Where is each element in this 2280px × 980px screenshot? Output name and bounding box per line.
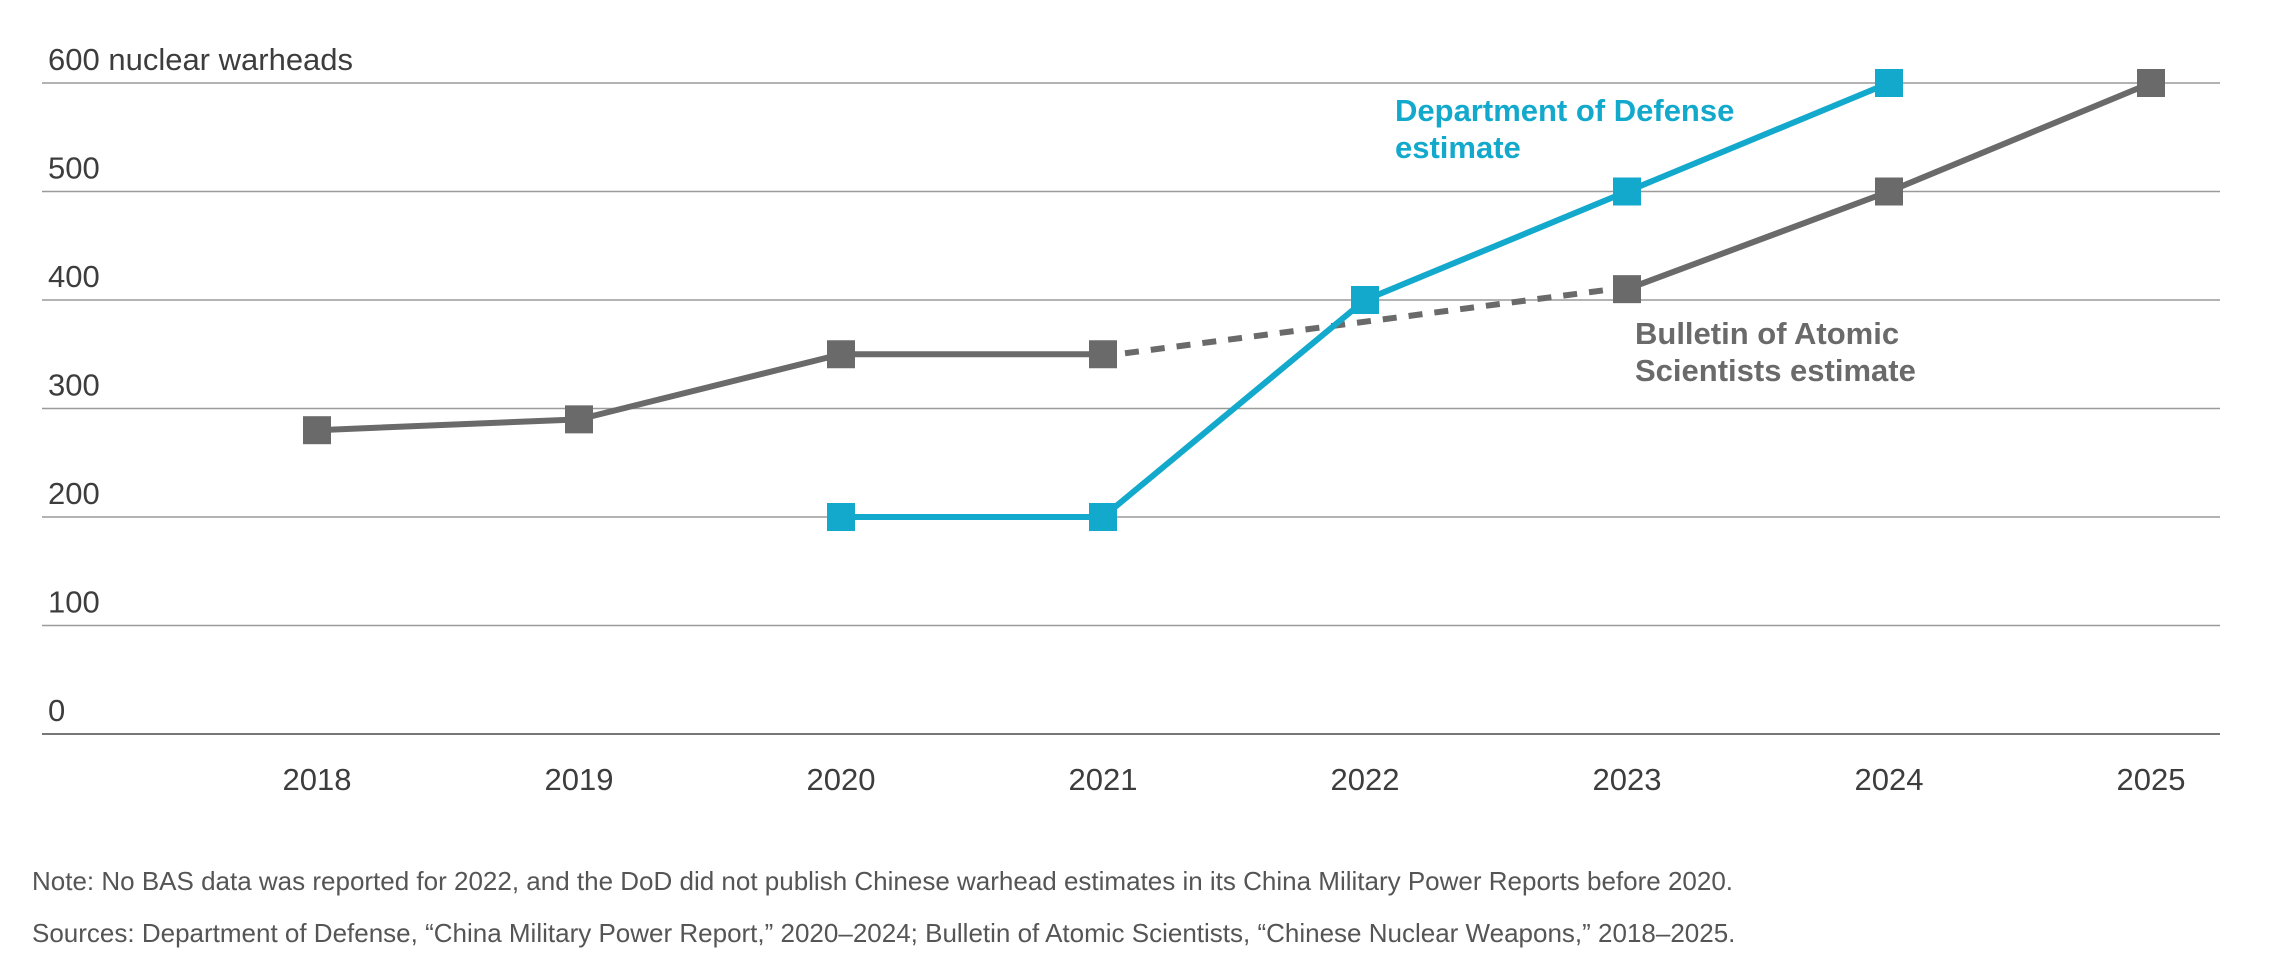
bas-point-2018 — [303, 416, 331, 445]
bas-point-2023 — [1613, 275, 1641, 304]
y-tick-label: 300 — [48, 368, 100, 403]
x-tick-label: 2019 — [545, 762, 614, 797]
series-label-dod: estimate — [1395, 130, 1521, 165]
x-tick-label: 2024 — [1855, 762, 1924, 797]
series-label-bas: Scientists estimate — [1635, 353, 1916, 388]
warhead-line-chart: 0 100 200 300 400 500 600 nuclear warheads 201… — [42, 42, 2220, 797]
bas-point-2024 — [1875, 177, 1903, 206]
bas-point-2025 — [2137, 69, 2165, 97]
x-tick-label: 2022 — [1331, 762, 1400, 797]
x-axis-ticks: 2018 2019 2020 2021 2022 2023 2024 2025 — [283, 762, 2186, 797]
y-tick-label: 600 nuclear warheads — [48, 42, 353, 77]
y-tick-label: 400 — [48, 259, 100, 294]
footnotes: Note: No BAS data was reported for 2022,… — [32, 866, 2252, 970]
y-tick-label: 0 — [48, 693, 65, 728]
dod-point-2021 — [1089, 503, 1117, 531]
chart-sources: Sources: Department of Defense, “China M… — [32, 918, 1736, 948]
x-tick-label: 2020 — [807, 762, 876, 797]
series-markers — [303, 69, 2165, 531]
x-tick-label: 2025 — [2117, 762, 2186, 797]
bas-point-2021 — [1089, 340, 1117, 369]
dod-point-2024 — [1875, 69, 1903, 97]
x-tick-label: 2018 — [283, 762, 352, 797]
chart-note: Note: No BAS data was reported for 2022,… — [32, 866, 1734, 896]
dod-point-2020 — [827, 503, 855, 531]
bas-point-2020 — [827, 340, 855, 369]
series-label-bas: Bulletin of Atomic — [1635, 316, 1899, 351]
bas-point-2019 — [565, 405, 593, 434]
x-tick-label: 2023 — [1593, 762, 1662, 797]
y-tick-label: 100 — [48, 585, 100, 620]
y-axis-ticks: 0 100 200 300 400 500 600 nuclear warheads — [48, 42, 353, 728]
dod-point-2023 — [1613, 177, 1641, 206]
gridlines — [42, 82, 2220, 735]
x-tick-label: 2021 — [1069, 762, 1138, 797]
y-tick-label: 500 — [48, 151, 100, 186]
y-tick-label: 200 — [48, 476, 100, 511]
dod-point-2022 — [1351, 286, 1379, 314]
series-gap-dashed-line — [1124, 287, 1606, 357]
series-label-dod: Department of Defense — [1395, 93, 1734, 128]
